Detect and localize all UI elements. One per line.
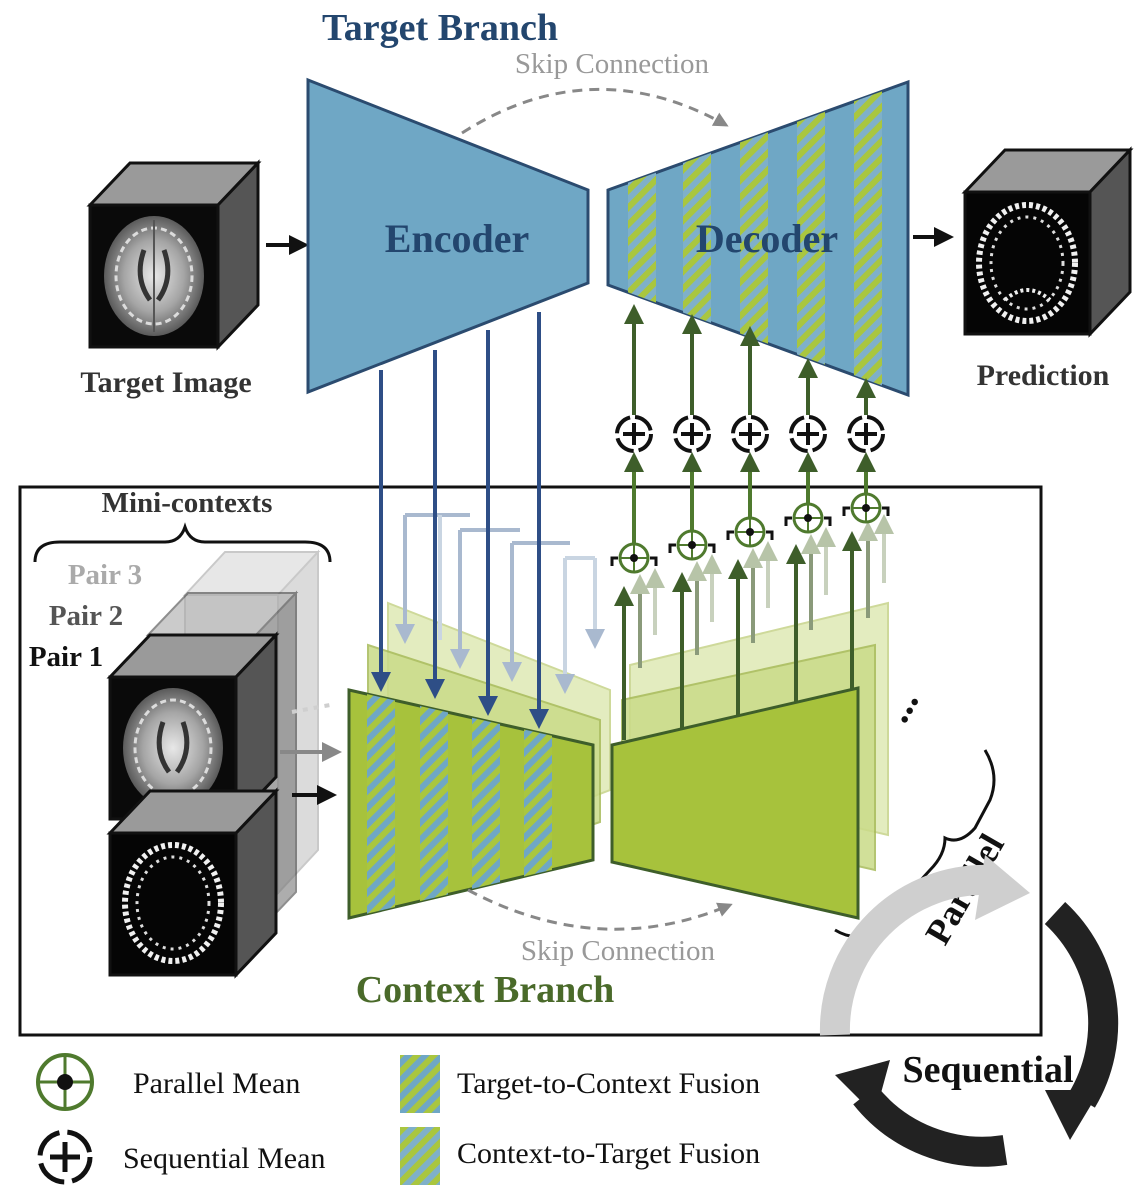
context-decoder-block (610, 686, 860, 920)
pale-target-to-context-arrows (405, 513, 605, 690)
parallel-mean-icon (726, 516, 774, 548)
pair-2-label: Pair 2 (49, 600, 123, 632)
legend-parallel-mean-label: Parallel Mean (133, 1067, 300, 1100)
parallel-mean-icon (610, 542, 658, 574)
pair-3-label: Pair 3 (68, 559, 142, 591)
target-skip-connection-arrow (461, 88, 729, 135)
legend-target-to-context-label: Target-to-Context Fusion (457, 1067, 760, 1100)
mini-contexts-label: Mini-contexts (102, 487, 273, 519)
parallel-mean-icon (842, 492, 890, 524)
sequential-mean-icon (847, 415, 885, 453)
legend-sequential-mean-icon (37, 1129, 93, 1185)
legend-context-to-target-label: Context-to-Target Fusion (457, 1137, 760, 1170)
decoder-label: Decoder (696, 216, 838, 261)
context-skip-connection-arrow (467, 888, 733, 931)
context-encoder-block (347, 688, 595, 920)
sequential-mean-icon (789, 415, 827, 453)
prediction-cube (961, 146, 1134, 338)
legend-sequential-mean-label: Sequential Mean (123, 1142, 325, 1175)
sequential-label: Sequential (902, 1049, 1073, 1091)
target-image-cube (86, 159, 262, 351)
context-branch-title: Context Branch (356, 969, 615, 1011)
sequential-cycle-icon (819, 855, 1119, 1167)
prediction-label: Prediction (977, 359, 1110, 392)
pair-1-image-cube (106, 631, 280, 823)
sequential-mean-row (615, 415, 885, 453)
target-skip-connection-label: Skip Connection (515, 48, 710, 80)
parallel-to-sequential-arrows (624, 452, 876, 543)
target-to-context-arrows (371, 312, 549, 729)
pair-1-label: Pair 1 (29, 641, 103, 673)
parallel-mean-icon (784, 502, 832, 534)
pair-1-mask-cube (106, 787, 280, 979)
sequential-mean-icon (673, 415, 711, 453)
sequential-mean-icon (731, 415, 769, 453)
sequential-mean-icon (615, 415, 653, 453)
parallel-mean-icon (668, 529, 716, 561)
mini-contexts-brace (33, 522, 332, 563)
parallel-mean-row (610, 492, 890, 574)
context-branch-box (18, 485, 1043, 1037)
target-image-label: Target Image (80, 366, 251, 399)
legend-target-to-context-swatch (400, 1055, 440, 1113)
legend-context-to-target-swatch (400, 1127, 440, 1185)
context-skip-connection-label: Skip Connection (521, 935, 716, 967)
legend: Parallel Mean Sequential Mean Target-to-… (36, 1053, 760, 1185)
legend-parallel-mean-icon (36, 1053, 94, 1111)
encoder-block (306, 77, 590, 395)
context-to-target-arrows (614, 514, 894, 740)
encoder-label: Encoder (385, 216, 529, 261)
target-branch-title: Target Branch (322, 7, 558, 49)
fusion-up-arrows-to-decoder (624, 304, 876, 415)
